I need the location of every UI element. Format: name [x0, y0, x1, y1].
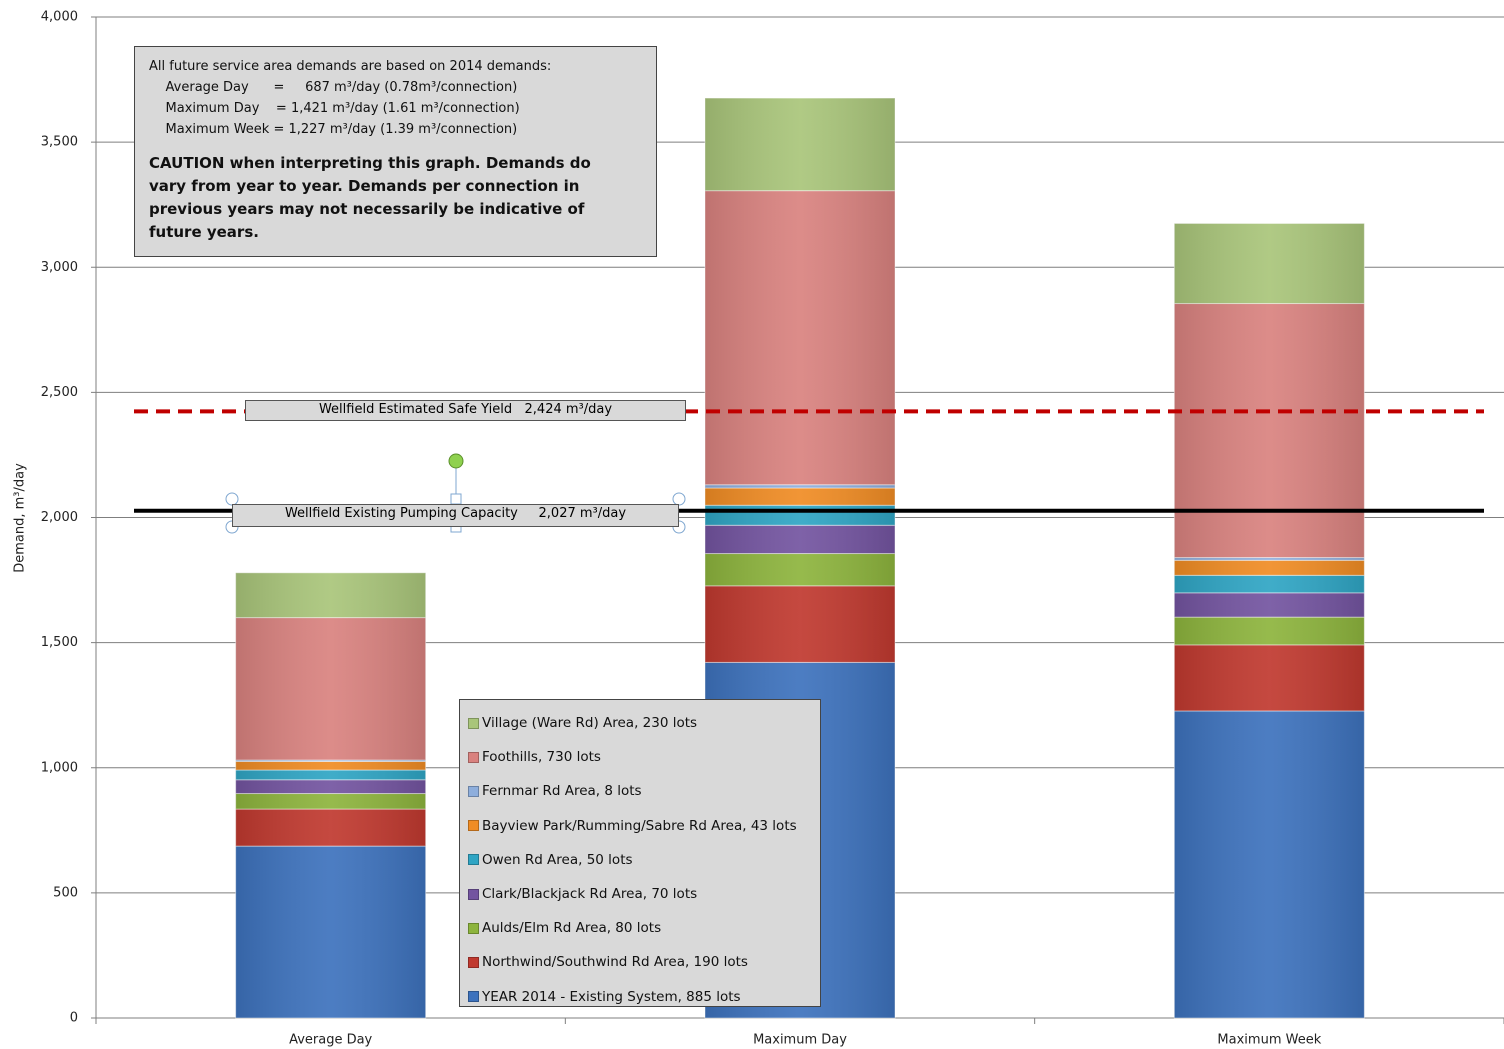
y-tick-label: 4,000 — [41, 10, 78, 25]
bar-shade — [235, 770, 426, 780]
bar-shade — [235, 793, 426, 810]
reference-label: Wellfield Estimated Safe Yield 2,424 m³/… — [245, 400, 686, 421]
legend-swatch — [468, 854, 479, 866]
bar-shade — [1174, 560, 1365, 576]
legend-item: YEAR 2014 - Existing System, 885 lots — [468, 980, 812, 1014]
x-tick-label: Maximum Week — [1217, 1033, 1321, 1048]
bar-shade — [705, 553, 895, 586]
bar-shade — [1174, 644, 1365, 711]
note-line: All future service area demands are base… — [149, 59, 552, 74]
legend-swatch — [468, 820, 479, 832]
legend-item: Village (Ware Rd) Area, 230 lots — [468, 706, 812, 740]
bar-shade — [705, 190, 895, 485]
y-tick-label: 3,500 — [41, 135, 78, 150]
legend-swatch — [468, 785, 479, 797]
bar-shade — [705, 98, 895, 191]
legend-swatch — [468, 991, 479, 1003]
legend-label: Aulds/Elm Rd Area, 80 lots — [482, 920, 662, 937]
legend-item: Aulds/Elm Rd Area, 80 lots — [468, 911, 812, 945]
y-tick-label: 2,000 — [41, 510, 78, 525]
legend-swatch — [468, 922, 479, 934]
legend-label: Fernmar Rd Area, 8 lots — [482, 783, 642, 800]
bar-shade — [1174, 303, 1365, 558]
bar-shade — [705, 505, 895, 526]
legend-label: Bayview Park/Rumming/Sabre Rd Area, 43 l… — [482, 817, 797, 834]
bar-shade — [235, 617, 426, 760]
y-tick-label: 2,500 — [41, 385, 78, 400]
legend-swatch — [468, 751, 479, 763]
bar-shade — [235, 846, 426, 1018]
selection-handles — [225, 453, 686, 534]
side-handle — [450, 493, 462, 505]
bar-shade — [235, 759, 426, 762]
bar-shade — [1174, 557, 1365, 561]
bar-shade — [705, 585, 895, 663]
legend-label: YEAR 2014 - Existing System, 885 lots — [482, 988, 741, 1005]
caution-text: CAUTION when interpreting this graph. De… — [149, 154, 591, 241]
legend-label: Owen Rd Area, 50 lots — [482, 851, 633, 868]
corner-handle — [672, 492, 686, 506]
legend-label: Foothills, 730 lots — [482, 749, 601, 766]
bar-shade — [1174, 710, 1365, 1018]
bar-shade — [235, 572, 426, 618]
legend-item: Bayview Park/Rumming/Sabre Rd Area, 43 l… — [468, 809, 812, 843]
legend-item: Northwind/Southwind Rd Area, 190 lots — [468, 945, 812, 979]
y-tick-label: 1,500 — [41, 635, 78, 650]
legend-swatch — [468, 717, 479, 729]
legend-label: Clark/Blackjack Rd Area, 70 lots — [482, 886, 698, 903]
legend-item: Foothills, 730 lots — [468, 740, 812, 774]
y-axis-label: Demand, m³/day — [13, 463, 28, 573]
bar-shade — [1174, 617, 1365, 645]
rotate-handle — [448, 453, 464, 469]
reference-label: Wellfield Existing Pumping Capacity 2,02… — [232, 504, 679, 527]
bar-shade — [705, 525, 895, 554]
legend-item: Owen Rd Area, 50 lots — [468, 843, 812, 877]
x-tick-label: Maximum Day — [753, 1033, 847, 1048]
y-tick-label: 3,000 — [41, 260, 78, 275]
note-box: All future service area demands are base… — [134, 46, 657, 257]
y-tick-label: 0 — [70, 1011, 78, 1026]
legend: Village (Ware Rd) Area, 230 lots Foothill… — [459, 699, 821, 1007]
bar-shade — [1174, 575, 1365, 593]
bar-shade — [705, 487, 895, 506]
bar-shade — [1174, 592, 1365, 618]
bar-shade — [235, 809, 426, 847]
note-line: Maximum Week = 1,227 m³/day (1.39 m³/con… — [149, 122, 518, 137]
x-tick-label: Average Day — [289, 1033, 372, 1048]
legend-item: Clark/Blackjack Rd Area, 70 lots — [468, 877, 812, 911]
legend-label: Village (Ware Rd) Area, 230 lots — [482, 715, 698, 732]
y-tick-label: 500 — [53, 885, 78, 900]
bar-shade — [235, 779, 426, 794]
bar-shade — [1174, 223, 1365, 304]
bar-shade — [705, 484, 895, 488]
y-tick-label: 1,000 — [41, 760, 78, 775]
legend-label: Northwind/Southwind Rd Area, 190 lots — [482, 954, 748, 971]
legend-swatch — [468, 956, 479, 968]
note-line: Average Day = 687 m³/day (0.78m³/connect… — [149, 80, 518, 95]
legend-item: Fernmar Rd Area, 8 lots — [468, 774, 812, 808]
note-line: Maximum Day = 1,421 m³/day (1.61 m³/conn… — [149, 101, 520, 116]
legend-swatch — [468, 888, 479, 900]
bar-shade — [235, 761, 426, 771]
